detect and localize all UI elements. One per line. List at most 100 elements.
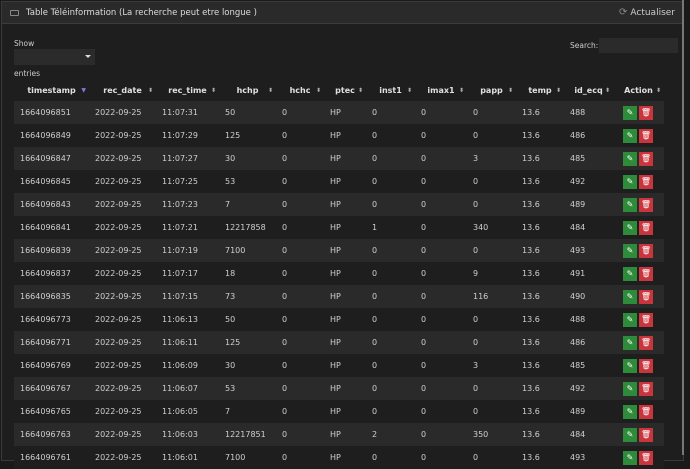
edit-button[interactable]: ✎: [623, 197, 637, 212]
delete-button[interactable]: 🗑: [639, 358, 653, 373]
column-header-ptec[interactable]: ptec ⬍: [324, 80, 366, 101]
cell-inst1: 0: [366, 170, 415, 193]
cell-action: ✎ 🗑: [613, 377, 664, 400]
cell-hchp: 50: [219, 101, 276, 124]
cell-id_ecq: 490: [564, 285, 613, 308]
edit-button[interactable]: ✎: [623, 243, 637, 258]
edit-button[interactable]: ✎: [623, 220, 637, 235]
column-header-inst1[interactable]: inst1 ⬍: [366, 80, 415, 101]
cell-rec_date: 2022-09-25: [89, 147, 156, 170]
delete-button[interactable]: 🗑: [639, 404, 653, 419]
cell-action: ✎ 🗑: [613, 262, 664, 285]
edit-button[interactable]: ✎: [623, 151, 637, 166]
cell-action: ✎ 🗑: [613, 400, 664, 423]
delete-button[interactable]: 🗑: [639, 266, 653, 281]
cell-hchp: 73: [219, 285, 276, 308]
cell-timestamp: 1664096849: [14, 124, 89, 147]
cell-hchp: 12217858: [219, 216, 276, 239]
edit-button[interactable]: ✎: [623, 381, 637, 396]
cell-ptec: HP: [324, 308, 366, 331]
refresh-button[interactable]: ⟳ Actualiser: [619, 7, 675, 18]
search-input[interactable]: [599, 38, 679, 53]
column-header-hchp[interactable]: hchp ⬍: [219, 80, 276, 101]
cell-papp: 3: [467, 147, 516, 170]
column-header-rec_date[interactable]: rec_date ⬍: [89, 80, 156, 101]
delete-button[interactable]: 🗑: [639, 174, 653, 189]
column-header-timestamp[interactable]: timestamp ▼: [14, 80, 89, 101]
delete-button[interactable]: 🗑: [639, 427, 653, 442]
column-header-id_ecq[interactable]: id_ecq ⬍: [564, 80, 613, 101]
cell-timestamp: 1664096835: [14, 285, 89, 308]
cell-imax1: 0: [415, 216, 467, 239]
edit-button[interactable]: ✎: [623, 450, 637, 465]
delete-button[interactable]: 🗑: [639, 450, 653, 465]
cell-action: ✎ 🗑: [613, 124, 664, 147]
cell-hchp: 125: [219, 331, 276, 354]
cell-id_ecq: 493: [564, 446, 613, 469]
trash-icon: 🗑: [640, 130, 652, 140]
trash-icon: 🗑: [640, 291, 652, 301]
cell-temp: 13.6: [516, 400, 564, 423]
table-row: 1664096845 2022-09-25 11:07:25 53 0 HP 0 0 0 13.6…: [14, 170, 664, 193]
cell-rec_time: 11:07:23: [156, 193, 219, 216]
column-header-imax1[interactable]: imax1 ⬍: [415, 80, 467, 101]
delete-button[interactable]: 🗑: [639, 335, 653, 350]
cell-ptec: HP: [324, 216, 366, 239]
edit-button[interactable]: ✎: [623, 404, 637, 419]
sort-icon: ⬍: [357, 87, 363, 94]
cell-rec_time: 11:06:07: [156, 377, 219, 400]
edit-button[interactable]: ✎: [623, 174, 637, 189]
delete-button[interactable]: 🗑: [639, 197, 653, 212]
delete-button[interactable]: 🗑: [639, 151, 653, 166]
edit-button[interactable]: ✎: [623, 289, 637, 304]
edit-button[interactable]: ✎: [623, 427, 637, 442]
column-header-rec_time[interactable]: rec_time ⬍: [156, 80, 219, 101]
table-row: 1664096771 2022-09-25 11:06:11 125 0 HP 0 0 0 13.…: [14, 331, 664, 354]
column-header-action[interactable]: Action ⬍: [613, 80, 664, 101]
edit-button[interactable]: ✎: [623, 128, 637, 143]
pencil-icon: ✎: [626, 176, 634, 186]
cell-rec_time: 11:07:17: [156, 262, 219, 285]
cell-rec_time: 11:07:19: [156, 239, 219, 262]
delete-button[interactable]: 🗑: [639, 105, 653, 120]
cell-rec_time: 11:07:15: [156, 285, 219, 308]
cell-rec_time: 11:06:01: [156, 446, 219, 469]
delete-button[interactable]: 🗑: [639, 243, 653, 258]
cell-action: ✎ 🗑: [613, 354, 664, 377]
delete-button[interactable]: 🗑: [639, 289, 653, 304]
cell-hchp: 7: [219, 400, 276, 423]
cell-ptec: HP: [324, 446, 366, 469]
cell-rec_time: 11:07:31: [156, 101, 219, 124]
cell-imax1: 0: [415, 308, 467, 331]
cell-timestamp: 1664096773: [14, 308, 89, 331]
delete-button[interactable]: 🗑: [639, 381, 653, 396]
edit-button[interactable]: ✎: [623, 335, 637, 350]
cell-hchp: 53: [219, 377, 276, 400]
column-header-papp[interactable]: papp ⬍: [467, 80, 516, 101]
cell-ptec: HP: [324, 354, 366, 377]
cell-hchp: 7: [219, 193, 276, 216]
delete-button[interactable]: 🗑: [639, 128, 653, 143]
entries-select[interactable]: [14, 49, 95, 65]
cell-id_ecq: 493: [564, 239, 613, 262]
column-header-hchc[interactable]: hchc ⬍: [276, 80, 324, 101]
scrollbar[interactable]: [682, 0, 684, 455]
cell-imax1: 0: [415, 262, 467, 285]
cell-papp: 0: [467, 331, 516, 354]
delete-button[interactable]: 🗑: [639, 312, 653, 327]
edit-button[interactable]: ✎: [623, 312, 637, 327]
table-row: 1664096837 2022-09-25 11:07:17 18 0 HP 0 0 9 13.6…: [14, 262, 664, 285]
cell-ptec: HP: [324, 423, 366, 446]
pencil-icon: ✎: [626, 337, 634, 347]
edit-button[interactable]: ✎: [623, 105, 637, 120]
cell-inst1: 0: [366, 377, 415, 400]
edit-button[interactable]: ✎: [623, 266, 637, 281]
delete-button[interactable]: 🗑: [639, 220, 653, 235]
cell-id_ecq: 484: [564, 216, 613, 239]
cell-imax1: 0: [415, 354, 467, 377]
cell-ptec: HP: [324, 193, 366, 216]
column-header-temp[interactable]: temp ⬍: [516, 80, 564, 101]
cell-ptec: HP: [324, 147, 366, 170]
pencil-icon: ✎: [626, 245, 634, 255]
edit-button[interactable]: ✎: [623, 358, 637, 373]
